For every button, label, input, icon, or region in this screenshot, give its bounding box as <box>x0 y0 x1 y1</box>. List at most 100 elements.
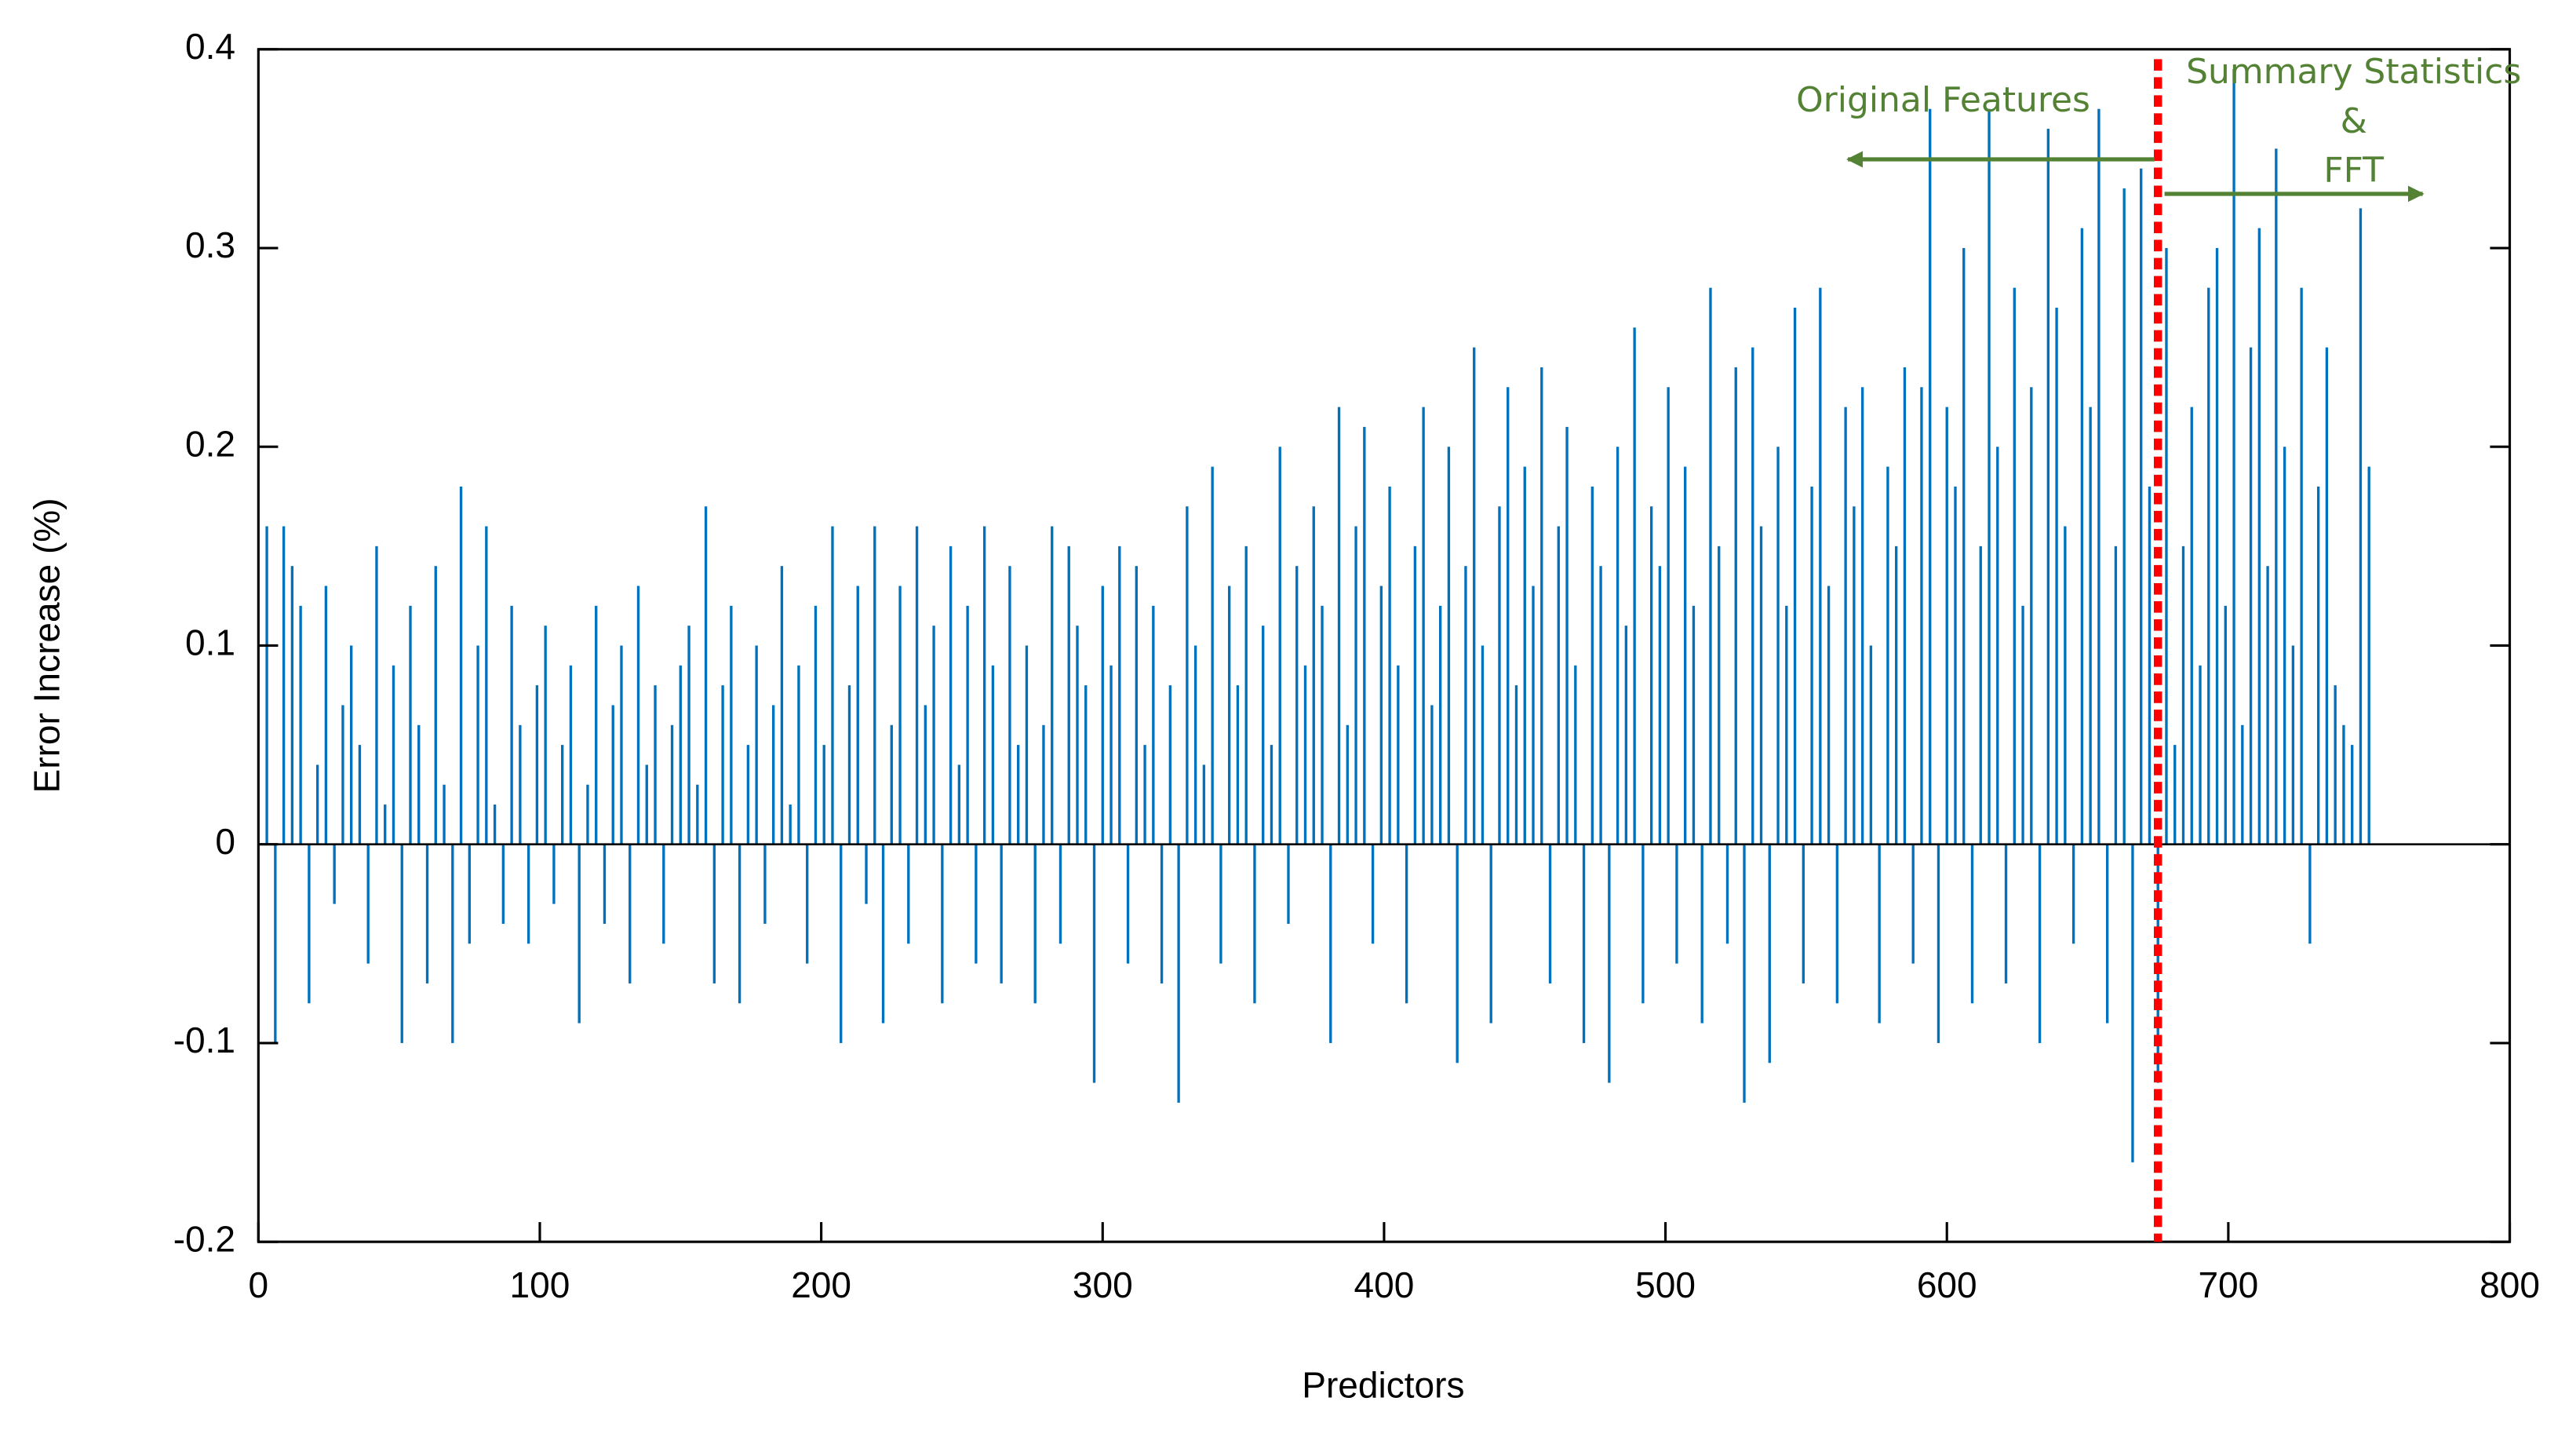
bar <box>1929 108 1932 845</box>
bar <box>730 605 733 845</box>
y-tick-label: 0 <box>215 821 235 862</box>
bar <box>2215 248 2219 845</box>
bar <box>535 685 539 845</box>
bar <box>1473 347 1476 845</box>
bar <box>2148 486 2152 845</box>
bar <box>755 645 758 845</box>
bar <box>806 844 809 964</box>
bar <box>1776 447 1780 845</box>
bar <box>552 844 556 904</box>
bar <box>1582 844 1586 1043</box>
y-tick-label: -0.1 <box>173 1020 235 1060</box>
bar <box>1624 626 1628 845</box>
bar <box>1278 447 1281 845</box>
bar <box>907 844 910 944</box>
bar <box>1718 546 1721 845</box>
bar <box>822 745 825 845</box>
bar <box>1084 685 1088 845</box>
bar <box>1869 645 1873 845</box>
bar <box>924 705 927 845</box>
bar <box>2325 347 2329 845</box>
bar <box>797 665 800 845</box>
bar <box>2114 546 2118 845</box>
bar <box>1810 486 1813 845</box>
y-tick-label: 0.3 <box>185 224 235 265</box>
bar <box>510 605 513 845</box>
bar <box>578 844 581 1024</box>
bar <box>1092 844 1096 1083</box>
x-tick-label: 400 <box>1354 1264 1415 1305</box>
bar <box>1143 745 1146 845</box>
bar <box>2342 724 2345 845</box>
bar <box>949 546 953 845</box>
bar <box>2300 287 2303 845</box>
bar <box>350 645 353 845</box>
bar <box>1017 745 1020 845</box>
bar <box>1700 844 1703 1024</box>
bar <box>375 546 378 845</box>
bar <box>1649 506 1653 845</box>
bar <box>865 844 868 904</box>
bar <box>544 626 547 845</box>
bar <box>2055 307 2058 845</box>
bar <box>1481 645 1485 845</box>
bar <box>1464 566 1467 845</box>
bar <box>1979 546 1982 845</box>
bar <box>763 844 767 924</box>
bar <box>814 605 818 845</box>
x-tick-label: 700 <box>2198 1264 2258 1305</box>
bar <box>1886 466 1889 845</box>
bar <box>2021 605 2024 845</box>
bar <box>282 526 286 845</box>
bar <box>1186 506 1189 845</box>
bar <box>1911 844 1915 964</box>
bar <box>2030 387 2033 845</box>
bar <box>704 506 708 845</box>
bar <box>299 605 302 845</box>
bar <box>341 705 344 845</box>
y-tick-label: 0.1 <box>185 622 235 663</box>
bar <box>1354 526 1357 845</box>
bar <box>620 645 623 845</box>
bar <box>459 486 463 845</box>
bar <box>2089 407 2092 845</box>
bar <box>2334 685 2337 845</box>
bar <box>2249 347 2253 845</box>
bar <box>2199 665 2202 845</box>
x-tick-label: 100 <box>510 1264 570 1305</box>
bar <box>1785 605 1788 845</box>
bar <box>1422 407 1425 845</box>
bar <box>1590 486 1594 845</box>
bar <box>2122 188 2126 845</box>
bar <box>274 844 277 1043</box>
bar <box>873 526 876 845</box>
bar <box>1608 844 1611 1083</box>
bar <box>1438 605 1442 845</box>
bar <box>975 844 978 964</box>
bar <box>1193 645 1197 845</box>
bar <box>1236 685 1240 845</box>
x-tick-label: 800 <box>2479 1264 2540 1305</box>
bar <box>611 705 614 845</box>
bar <box>1262 626 1265 845</box>
bar <box>2241 724 2244 845</box>
bar <box>1363 426 1366 845</box>
bar <box>1337 407 1341 845</box>
bar <box>425 844 429 983</box>
bar <box>1076 626 1079 845</box>
bar <box>2266 566 2269 845</box>
bar <box>1667 387 1670 845</box>
annotation: FFT <box>2323 151 2384 191</box>
bar <box>991 665 995 845</box>
bar <box>1109 665 1113 845</box>
bar <box>1675 844 1678 964</box>
bar <box>2181 546 2185 845</box>
bar <box>1397 665 1400 845</box>
bar <box>485 526 488 845</box>
bar <box>392 665 395 845</box>
bar <box>2283 447 2286 845</box>
bar <box>2207 287 2210 845</box>
bar <box>771 705 775 845</box>
bar <box>1574 665 1577 845</box>
